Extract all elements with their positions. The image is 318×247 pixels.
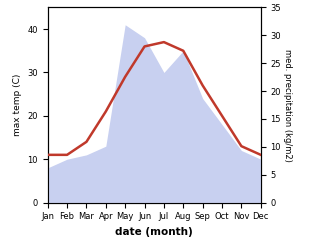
Y-axis label: med. precipitation (kg/m2): med. precipitation (kg/m2) bbox=[283, 49, 292, 161]
X-axis label: date (month): date (month) bbox=[115, 227, 193, 237]
Y-axis label: max temp (C): max temp (C) bbox=[13, 74, 22, 136]
